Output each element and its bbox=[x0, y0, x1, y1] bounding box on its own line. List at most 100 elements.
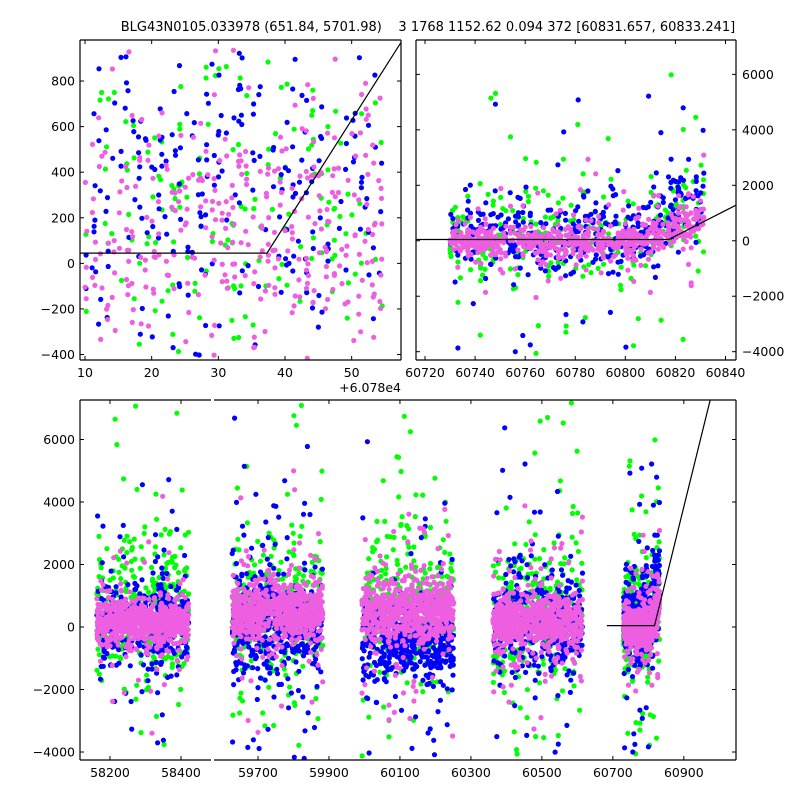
data-point-green bbox=[693, 233, 699, 239]
data-point-blue bbox=[160, 575, 166, 582]
data-point-blue bbox=[304, 443, 310, 450]
data-point-green bbox=[156, 173, 162, 179]
data-point-green bbox=[291, 552, 297, 559]
data-point-blue bbox=[216, 72, 222, 78]
data-point-violet bbox=[467, 214, 473, 220]
data-point-green bbox=[116, 569, 122, 575]
data-point-violet bbox=[490, 225, 496, 231]
x-tick-label: 60840 bbox=[706, 365, 746, 380]
data-point-violet bbox=[667, 241, 674, 247]
data-point-blue bbox=[439, 658, 445, 664]
y-tick-label: −4000 bbox=[742, 344, 784, 359]
data-point-blue bbox=[155, 740, 161, 746]
data-point-green bbox=[442, 549, 448, 556]
data-point-green bbox=[477, 332, 483, 338]
data-point-violet bbox=[651, 245, 657, 251]
data-point-blue bbox=[615, 271, 621, 277]
data-point-violet bbox=[172, 208, 178, 214]
data-point-violet bbox=[237, 152, 243, 158]
data-point-blue bbox=[673, 178, 679, 184]
data-point-green bbox=[407, 429, 413, 435]
data-point-blue bbox=[189, 249, 195, 255]
data-point-violet bbox=[533, 294, 539, 301]
data-point-blue bbox=[129, 726, 135, 732]
data-point-blue bbox=[182, 552, 188, 559]
data-point-blue bbox=[563, 311, 569, 318]
data-point-blue bbox=[104, 195, 111, 201]
data-point-blue bbox=[267, 562, 273, 568]
data-point-violet bbox=[655, 217, 662, 223]
data-point-green bbox=[683, 185, 689, 191]
data-point-blue bbox=[678, 175, 684, 181]
data-point-violet bbox=[376, 178, 382, 184]
data-point-violet bbox=[205, 172, 211, 178]
data-point-violet bbox=[169, 204, 175, 210]
data-point-blue bbox=[242, 665, 248, 672]
data-point-blue bbox=[492, 101, 498, 107]
data-point-violet bbox=[646, 216, 652, 222]
data-point-violet bbox=[119, 178, 125, 184]
data-point-violet bbox=[495, 249, 501, 255]
data-point-violet bbox=[324, 206, 330, 213]
data-point-blue bbox=[163, 158, 169, 164]
data-point-blue bbox=[494, 510, 500, 516]
data-point-violet bbox=[528, 245, 534, 252]
data-point-violet bbox=[678, 218, 684, 224]
data-point-blue bbox=[159, 712, 165, 718]
data-point-blue bbox=[263, 519, 269, 525]
data-point-green bbox=[136, 341, 142, 347]
data-point-green bbox=[655, 485, 661, 491]
data-point-blue bbox=[233, 560, 239, 567]
data-point-green bbox=[631, 531, 637, 538]
data-point-blue bbox=[693, 178, 699, 184]
data-point-blue bbox=[154, 670, 160, 676]
data-point-violet bbox=[356, 311, 362, 317]
data-point-violet bbox=[335, 189, 342, 196]
data-point-blue bbox=[264, 663, 270, 670]
data-point-green bbox=[496, 575, 502, 581]
data-point-blue bbox=[426, 640, 432, 646]
data-point-violet bbox=[633, 215, 639, 221]
data-point-violet bbox=[567, 226, 574, 232]
data-point-green bbox=[381, 704, 387, 710]
data-point-green bbox=[174, 410, 180, 416]
data-point-green bbox=[394, 454, 400, 460]
data-point-blue bbox=[422, 662, 428, 668]
data-point-green bbox=[96, 533, 102, 540]
data-point-green bbox=[146, 234, 152, 240]
data-point-violet bbox=[123, 164, 129, 170]
data-point-blue bbox=[257, 675, 264, 681]
data-point-green bbox=[236, 547, 242, 553]
data-point-green bbox=[403, 564, 409, 570]
data-point-blue bbox=[410, 645, 417, 651]
data-point-blue bbox=[257, 153, 263, 159]
data-point-green bbox=[568, 400, 575, 406]
data-point-green bbox=[345, 191, 351, 197]
data-point-blue bbox=[527, 342, 533, 348]
data-point-blue bbox=[174, 526, 180, 533]
data-point-violet bbox=[583, 267, 589, 273]
data-point-violet bbox=[478, 224, 484, 230]
data-point-blue bbox=[563, 217, 569, 223]
data-point-violet bbox=[303, 128, 309, 134]
data-point-blue bbox=[177, 283, 183, 290]
data-point-violet bbox=[224, 153, 230, 159]
data-point-violet bbox=[349, 131, 355, 137]
data-point-green bbox=[580, 171, 586, 177]
data-point-blue bbox=[645, 204, 651, 210]
data-point-green bbox=[134, 486, 140, 492]
data-point-violet bbox=[283, 146, 289, 152]
data-point-blue bbox=[285, 676, 291, 682]
data-point-blue bbox=[635, 220, 641, 226]
data-point-blue bbox=[257, 84, 263, 90]
data-point-green bbox=[552, 667, 559, 673]
data-point-green bbox=[152, 544, 159, 550]
data-point-blue bbox=[170, 345, 176, 351]
data-point-green bbox=[533, 185, 539, 191]
data-point-blue bbox=[640, 204, 646, 210]
data-point-green bbox=[643, 509, 649, 515]
data-point-green bbox=[257, 558, 264, 564]
data-point-violet bbox=[212, 322, 218, 328]
data-point-green bbox=[605, 136, 611, 142]
